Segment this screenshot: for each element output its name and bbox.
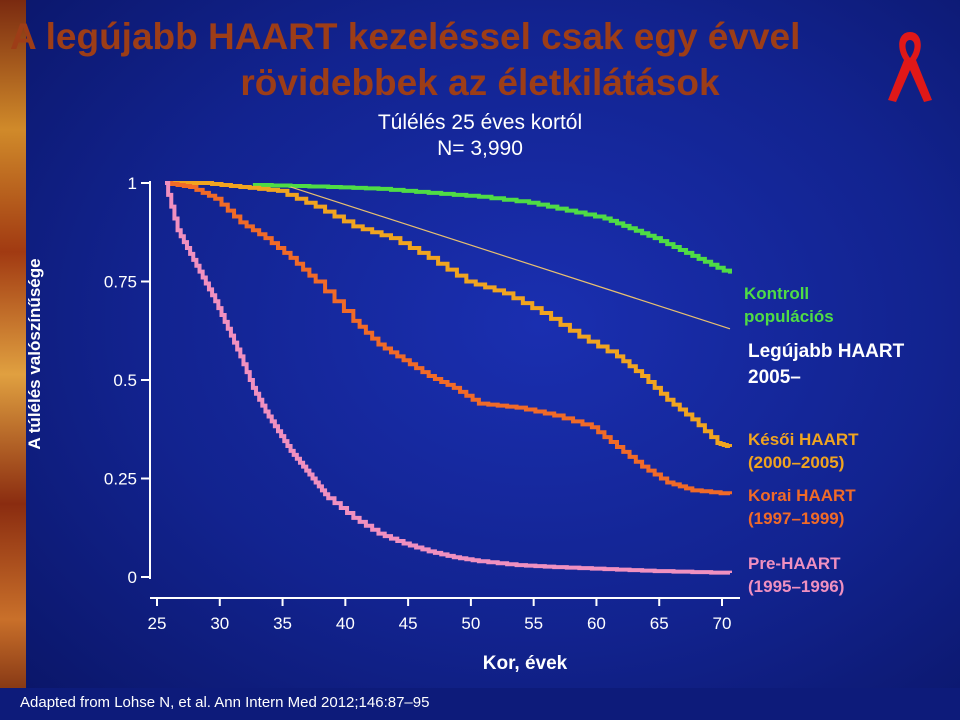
x-axis-label: Kor, évek [482, 653, 568, 674]
y-tick-label: 0.75 [104, 273, 137, 292]
decorative-left-strip [0, 0, 26, 720]
source-citation: Adapted from Lohse N, et al. Ann Intern … [20, 694, 430, 711]
series-line-kesoi [165, 181, 732, 448]
x-tick-label: 45 [399, 614, 418, 633]
y-tick-label: 0.25 [104, 470, 137, 489]
x-tick-label: 30 [210, 614, 229, 633]
legend-label-line: Pre-HAART [748, 554, 841, 573]
slide-title-line1: A legújabb HAART kezeléssel csak egy évv… [10, 16, 801, 57]
y-tick-label: 0.5 [113, 371, 137, 390]
series-lines [165, 181, 732, 575]
x-tick-label: 65 [650, 614, 669, 633]
legend-label-line: Kontroll [744, 284, 810, 303]
y-tick-label: 0 [128, 568, 137, 587]
legend-kesoi-haart: Késői HAART (2000–2005) [748, 428, 859, 474]
series-line-kontroll [252, 182, 732, 274]
chart-subtitle: Túlélés 25 éves kortól N= 3,990 [0, 110, 960, 162]
footer-band [0, 688, 960, 720]
slide-title-line2: rövidebbek az életkilátások [240, 62, 720, 103]
series-line-pre [165, 181, 732, 575]
x-tick-label: 35 [273, 614, 292, 633]
y-tick-label: 1 [128, 174, 137, 193]
legend-label-line: Késői HAART [748, 430, 859, 449]
ticks: 0 0.25 0.5 0.75 1 25 30 35 40 45 50 55 60 65 70 [104, 174, 732, 633]
x-tick-label: 50 [461, 614, 480, 633]
legend-label-line: (1997–1999) [748, 509, 845, 528]
slide-background [26, 0, 960, 720]
legend-label-line: Korai HAART [748, 486, 856, 505]
subtitle-line1: Túlélés 25 éves kortól [377, 111, 583, 134]
subtitle-line2: N= 3,990 [437, 137, 523, 160]
series-line-uj [290, 186, 731, 330]
legend-label-line: 2005– [748, 367, 801, 388]
legend-legujabb-haart: Legújabb HAART 2005– [748, 339, 904, 391]
legend-label-line: (1995–1996) [748, 577, 845, 596]
series-line-korai [165, 181, 732, 496]
x-tick-label: 55 [524, 614, 543, 633]
legend-label-line: (2000–2005) [748, 453, 845, 472]
legend-label-line: Legújabb HAART [748, 341, 905, 362]
legend-kontroll: Kontroll populációs [744, 282, 834, 328]
x-tick-label: 60 [587, 614, 606, 633]
legend-korai-haart: Korai HAART (1997–1999) [748, 484, 856, 530]
axes [149, 181, 740, 599]
x-tick-label: 40 [336, 614, 355, 633]
x-tick-label: 25 [148, 614, 167, 633]
legend-pre-haart: Pre-HAART (1995–1996) [748, 552, 844, 598]
aids-ribbon-icon [880, 26, 940, 111]
legend-label-line: populációs [744, 307, 834, 326]
x-tick-label: 70 [713, 614, 732, 633]
